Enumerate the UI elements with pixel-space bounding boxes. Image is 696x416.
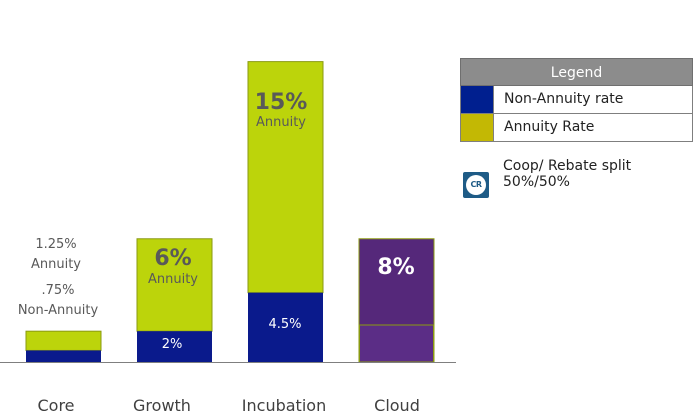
bar-core-annuity [25,330,102,351]
coop-rebate-line-2: 50%/50% [503,174,570,190]
bar-growth-non-annuity [137,331,212,362]
label-growth-annuity-word: Annuity [148,272,198,287]
legend-label-annuity: Annuity Rate [504,119,595,135]
label-core-non-annuity-word: Non-Annuity [18,303,99,318]
bar-incubation-non-annuity [248,292,323,362]
label-core-non-annuity-value: .75% [41,283,74,298]
label-incubation-annuity-value: 15% [255,90,308,115]
legend-swatch-annuity [461,114,494,141]
label-incubation-non-annuity: 4.5% [268,317,301,332]
legend-title: Legend [460,58,693,86]
bar-growth-annuity [136,238,213,332]
label-cloud-value: 8% [377,255,414,280]
bar-incubation-annuity [247,61,324,294]
coop-rebate-icon-text: CR [466,175,486,195]
legend-label-non-annuity: Non-Annuity rate [504,91,624,107]
x-tick-label-growth: Growth [133,396,191,415]
x-tick-label-incubation: Incubation [242,396,326,415]
label-growth-non-annuity: 2% [162,337,183,352]
coop-rebate-icon: CR [463,172,489,198]
bar-core-non-annuity [26,350,101,362]
x-tick-label-core: Core [37,396,74,415]
bar-cloud-coop-lower [359,324,434,363]
label-core-annuity-word: Annuity [31,257,81,272]
x-tick-label-cloud: Cloud [374,396,420,415]
coop-rebate-line-1: Coop/ Rebate split [503,158,632,174]
legend-swatch-non-annuity [461,86,494,113]
label-growth-annuity-value: 6% [154,246,191,271]
coop-rebate-note: CR Coop/ Rebate split 50%/50% [460,158,696,202]
label-incubation-annuity-word: Annuity [256,115,306,130]
legend-item-annuity: Annuity Rate [460,114,693,142]
legend: Legend Non-Annuity rate Annuity Rate [460,58,693,142]
label-core-annuity-value: 1.25% [35,237,76,252]
legend-item-non-annuity: Non-Annuity rate [460,86,693,114]
coop-rebate-text: Coop/ Rebate split 50%/50% [503,158,693,190]
